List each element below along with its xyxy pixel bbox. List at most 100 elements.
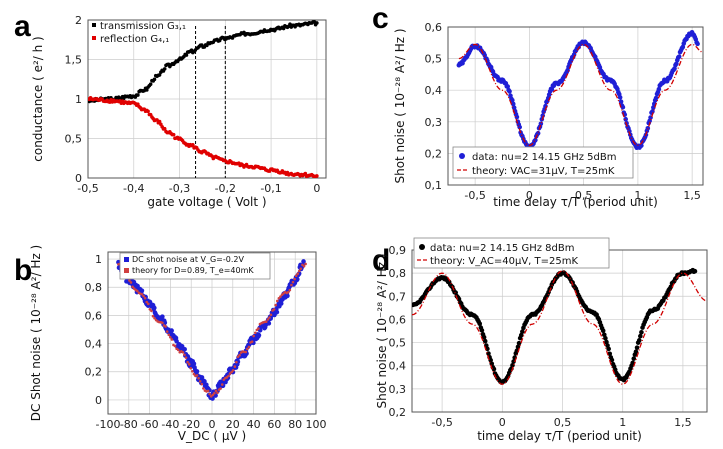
- series-point: [304, 262, 307, 266]
- series-point: [187, 363, 191, 366]
- series-point: [247, 345, 251, 349]
- plots-layer: -0,5 -0,4 -0,3 -0,2 -0,1 0 0 0,5 1 1,5 2 gate volta…: [29, 14, 708, 443]
- y-tick-label: 0,9: [389, 244, 407, 257]
- series-point: [216, 391, 219, 395]
- series-point: [236, 355, 240, 359]
- series-point: [623, 116, 628, 122]
- x-tick-label: -20: [182, 418, 200, 431]
- series-point: [176, 348, 180, 352]
- series-point: [200, 382, 204, 386]
- series-point: [266, 318, 270, 321]
- series-point: [290, 283, 293, 287]
- series-point: [151, 314, 155, 318]
- series-point: [184, 53, 189, 57]
- series-point: [518, 332, 524, 338]
- y-tick-label: 0,7: [389, 290, 407, 303]
- series-point: [603, 335, 608, 341]
- series-point: [146, 109, 150, 114]
- legend-entry: theory: VAC=31µV, T=25mK: [472, 166, 615, 177]
- series-point: [206, 389, 210, 393]
- series-point: [148, 308, 152, 311]
- series-point: [488, 357, 493, 363]
- series-point: [268, 316, 271, 319]
- series-point: [274, 309, 280, 315]
- series-point: [479, 328, 485, 333]
- x-tick-label: 20: [226, 418, 240, 431]
- chart-d: -0,5 0 0,5 1 1,5 0,2 0,3 0,4 0,5 0,6 0,7 0,8 0,9 time…: [375, 237, 708, 443]
- series-point: [253, 331, 257, 335]
- series-point: [256, 332, 262, 338]
- x-tick-label: 1,5: [683, 189, 701, 202]
- x-tick-label: -0,5: [431, 416, 452, 429]
- chart-a: -0,5 -0,4 -0,3 -0,2 -0,1 0 0 0,5 1 1,5 2 gate volta…: [31, 14, 327, 209]
- series-point: [281, 26, 286, 31]
- series-point: [238, 353, 241, 357]
- series-point: [131, 285, 134, 289]
- legend-box: [119, 252, 271, 280]
- series-point: [152, 77, 157, 82]
- series-point: [676, 54, 682, 59]
- y-tick-label: 0,2: [425, 147, 443, 160]
- series-point: [160, 314, 165, 319]
- series-point: [161, 321, 164, 325]
- y-tick-label: 0,5: [65, 133, 83, 146]
- series-point: [191, 369, 194, 373]
- series-point: [639, 329, 644, 335]
- y-tick-label: 1: [95, 253, 102, 266]
- series-point: [194, 369, 200, 374]
- series-point: [182, 347, 187, 352]
- series-point: [191, 142, 195, 147]
- y-tick-label: 0,3: [425, 116, 443, 129]
- series-point: [192, 372, 196, 376]
- series-point: [252, 334, 255, 338]
- x-tick-label: -40: [161, 418, 179, 431]
- series-point: [145, 88, 149, 92]
- series-point: [157, 73, 162, 77]
- series-point: [173, 344, 177, 348]
- x-tick-label: -0,5: [77, 182, 98, 195]
- x-tick-label: 1,5: [674, 416, 692, 429]
- series-point: [171, 132, 176, 137]
- series-point: [140, 292, 144, 296]
- series-point: [235, 360, 238, 364]
- series-point: [199, 375, 205, 380]
- y-tick-label: 1: [75, 93, 82, 106]
- legend-entry: theory for D=0.89, T_e=40mK: [132, 266, 254, 275]
- series-point: [604, 339, 609, 345]
- series-point: [202, 387, 205, 390]
- series-point: [315, 21, 319, 25]
- y-axis-label: Shot noise ( 10⁻²⁸ A²/ Hz ): [393, 28, 407, 183]
- series-point: [653, 95, 659, 101]
- x-tick-label: -80: [120, 418, 138, 431]
- series-point: [186, 360, 189, 364]
- series-point: [672, 66, 677, 71]
- series-point: [631, 356, 637, 361]
- series-point: [278, 301, 284, 306]
- y-axis-label: DC Shot noise ( 10⁻²⁸ A²/ Hz ): [29, 245, 43, 421]
- series-point: [453, 290, 459, 295]
- series-point: [609, 357, 615, 363]
- legend-entry: reflection G₄,₁: [100, 34, 169, 45]
- series-point: [152, 305, 157, 311]
- series-point: [600, 328, 606, 334]
- series-point: [150, 309, 153, 313]
- y-tick-label: 0,1: [425, 179, 443, 192]
- y-tick-label: 0,4: [425, 84, 443, 97]
- series-point: [231, 369, 235, 372]
- panel-letter-c: c: [372, 2, 389, 35]
- x-tick-label: 0: [499, 416, 506, 429]
- x-tick-label: 100: [306, 418, 327, 431]
- legend-entry: theory: V_AC=40µV, T=25mK: [430, 256, 578, 267]
- legend-box: [452, 146, 634, 179]
- series-point: [286, 290, 290, 294]
- y-tick-label: 0,4: [389, 360, 407, 373]
- series-point: [183, 353, 186, 357]
- series-point: [230, 370, 233, 374]
- x-axis-label: gate voltage ( Volt ): [147, 195, 266, 209]
- series-point: [482, 338, 488, 344]
- y-tick-label: 0,5: [389, 337, 407, 350]
- series-point: [257, 327, 260, 330]
- series-point: [169, 328, 174, 333]
